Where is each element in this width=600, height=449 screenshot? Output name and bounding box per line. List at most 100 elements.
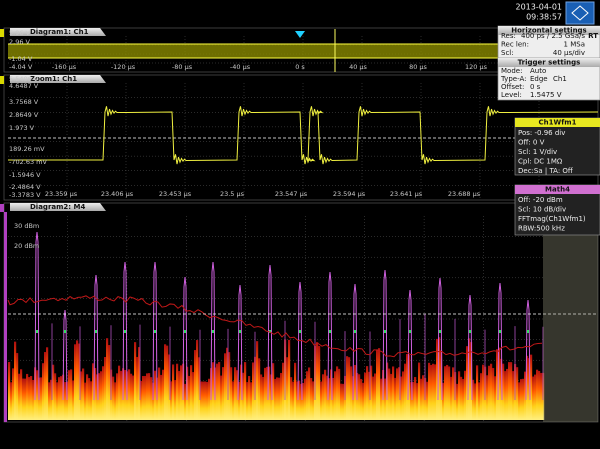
setting-value: 0 s bbox=[530, 83, 541, 91]
spectrum-density bbox=[456, 383, 459, 420]
spectrum-density bbox=[162, 369, 165, 420]
x-label: 23.406 µs bbox=[101, 190, 134, 198]
spectrum-density bbox=[234, 367, 237, 420]
spectrum-density bbox=[96, 374, 99, 420]
channel-bar bbox=[4, 212, 7, 422]
peak-dot bbox=[184, 330, 186, 333]
panel-tab bbox=[10, 203, 106, 211]
spectrum-density bbox=[232, 381, 235, 420]
spectrum-density bbox=[276, 377, 279, 420]
spectrum-density bbox=[498, 347, 501, 420]
spectrum-density bbox=[426, 381, 429, 420]
spectrum-density bbox=[374, 373, 377, 420]
spectrum-density bbox=[46, 347, 49, 420]
spectrum-density bbox=[56, 382, 59, 420]
spectrum-density bbox=[260, 374, 263, 420]
spectrum-density bbox=[522, 378, 525, 420]
spectrum-density bbox=[440, 350, 443, 420]
spectrum-density bbox=[508, 362, 511, 420]
spectrum-density bbox=[526, 355, 529, 420]
spectrum-density bbox=[170, 381, 173, 420]
x-label: -160 µs bbox=[52, 63, 77, 71]
spectrum-density bbox=[212, 362, 215, 420]
spectrum-density bbox=[336, 366, 339, 420]
spectrum-density bbox=[306, 371, 309, 420]
spectrum-density bbox=[452, 367, 455, 420]
x-label: -40 µs bbox=[230, 63, 251, 71]
spectrum-density bbox=[76, 340, 79, 420]
spectrum-density bbox=[20, 369, 23, 420]
spectrum-density bbox=[86, 374, 89, 420]
spectrum-density bbox=[310, 378, 313, 420]
spectrum-density bbox=[332, 377, 335, 420]
spectrum-density bbox=[364, 372, 367, 420]
x-label: 23.547 µs bbox=[275, 190, 308, 198]
setting-value: 1.5475 V bbox=[530, 91, 562, 99]
y-label: 1.973 V bbox=[9, 124, 35, 132]
spectrum-peak bbox=[352, 283, 358, 401]
date: 2013-04-01 bbox=[516, 3, 563, 12]
spectrum-density bbox=[540, 372, 543, 420]
spectrum-density bbox=[106, 338, 109, 420]
spectrum-density bbox=[290, 377, 293, 420]
spectrum-density bbox=[330, 369, 333, 420]
spectrum-density bbox=[196, 340, 199, 420]
panel-tab bbox=[10, 28, 106, 36]
x-label: 80 µs bbox=[409, 63, 427, 71]
info-line: Off: -20 dBm bbox=[518, 196, 563, 204]
spectrum-density bbox=[302, 382, 305, 420]
spectrum-density bbox=[48, 382, 51, 420]
spectrum-density bbox=[468, 338, 471, 420]
info-line: FFTmag(Ch1Wfm1) bbox=[518, 215, 586, 223]
spectrum-density bbox=[44, 352, 47, 420]
spectrum-peak bbox=[34, 231, 40, 401]
spectrum-peak bbox=[122, 261, 128, 401]
spectrum-peak bbox=[62, 309, 68, 401]
spectrum-density bbox=[464, 370, 467, 420]
info-box bbox=[514, 117, 600, 176]
spectrum-density bbox=[258, 358, 261, 420]
spectrum-density bbox=[430, 364, 433, 420]
setting-value: Auto bbox=[530, 67, 546, 75]
spectrum-density bbox=[470, 342, 473, 420]
spectrum-density bbox=[446, 364, 449, 420]
peak-dot bbox=[354, 330, 356, 333]
spectrum-density bbox=[146, 373, 149, 420]
spectrum-density bbox=[516, 367, 519, 420]
spectrum-density bbox=[380, 378, 383, 420]
spectrum-density bbox=[142, 375, 145, 420]
spectrum-density bbox=[308, 367, 311, 420]
spectrum-density bbox=[166, 345, 169, 420]
y-label: -702.63 mV bbox=[9, 158, 47, 166]
spectrum-density bbox=[64, 382, 67, 420]
peak-dot bbox=[124, 330, 126, 333]
spectrum-density bbox=[158, 367, 161, 420]
peak-dot bbox=[95, 330, 97, 333]
spectrum-peak bbox=[437, 277, 443, 401]
y-label: 2.96 V bbox=[9, 38, 31, 46]
spectrum-density bbox=[152, 382, 155, 420]
spectrum-density bbox=[238, 381, 241, 420]
spectrum-density bbox=[134, 342, 137, 420]
spectrum-density bbox=[492, 367, 495, 420]
spectrum-density bbox=[376, 349, 379, 420]
spectrum-peak bbox=[267, 264, 273, 401]
spectrum-density bbox=[92, 363, 95, 420]
setting-key: Level: bbox=[501, 91, 522, 99]
spectrum-density bbox=[180, 365, 183, 420]
spectrum-density bbox=[294, 362, 297, 420]
spectrum-density bbox=[66, 381, 69, 420]
spectrum-density bbox=[438, 337, 441, 420]
peak-dot bbox=[154, 330, 156, 333]
spectrum-density bbox=[10, 382, 13, 420]
spectrum-density bbox=[104, 356, 107, 420]
spectrum-density bbox=[412, 382, 415, 420]
y-label: 2.8649 V bbox=[9, 111, 39, 119]
spectrum-density bbox=[390, 373, 393, 420]
setting-key: Mode: bbox=[501, 67, 522, 75]
spectrum-density bbox=[58, 377, 61, 420]
spectrum-density bbox=[248, 376, 251, 420]
spectrum-density bbox=[140, 380, 143, 420]
spectrum-density bbox=[116, 373, 119, 420]
